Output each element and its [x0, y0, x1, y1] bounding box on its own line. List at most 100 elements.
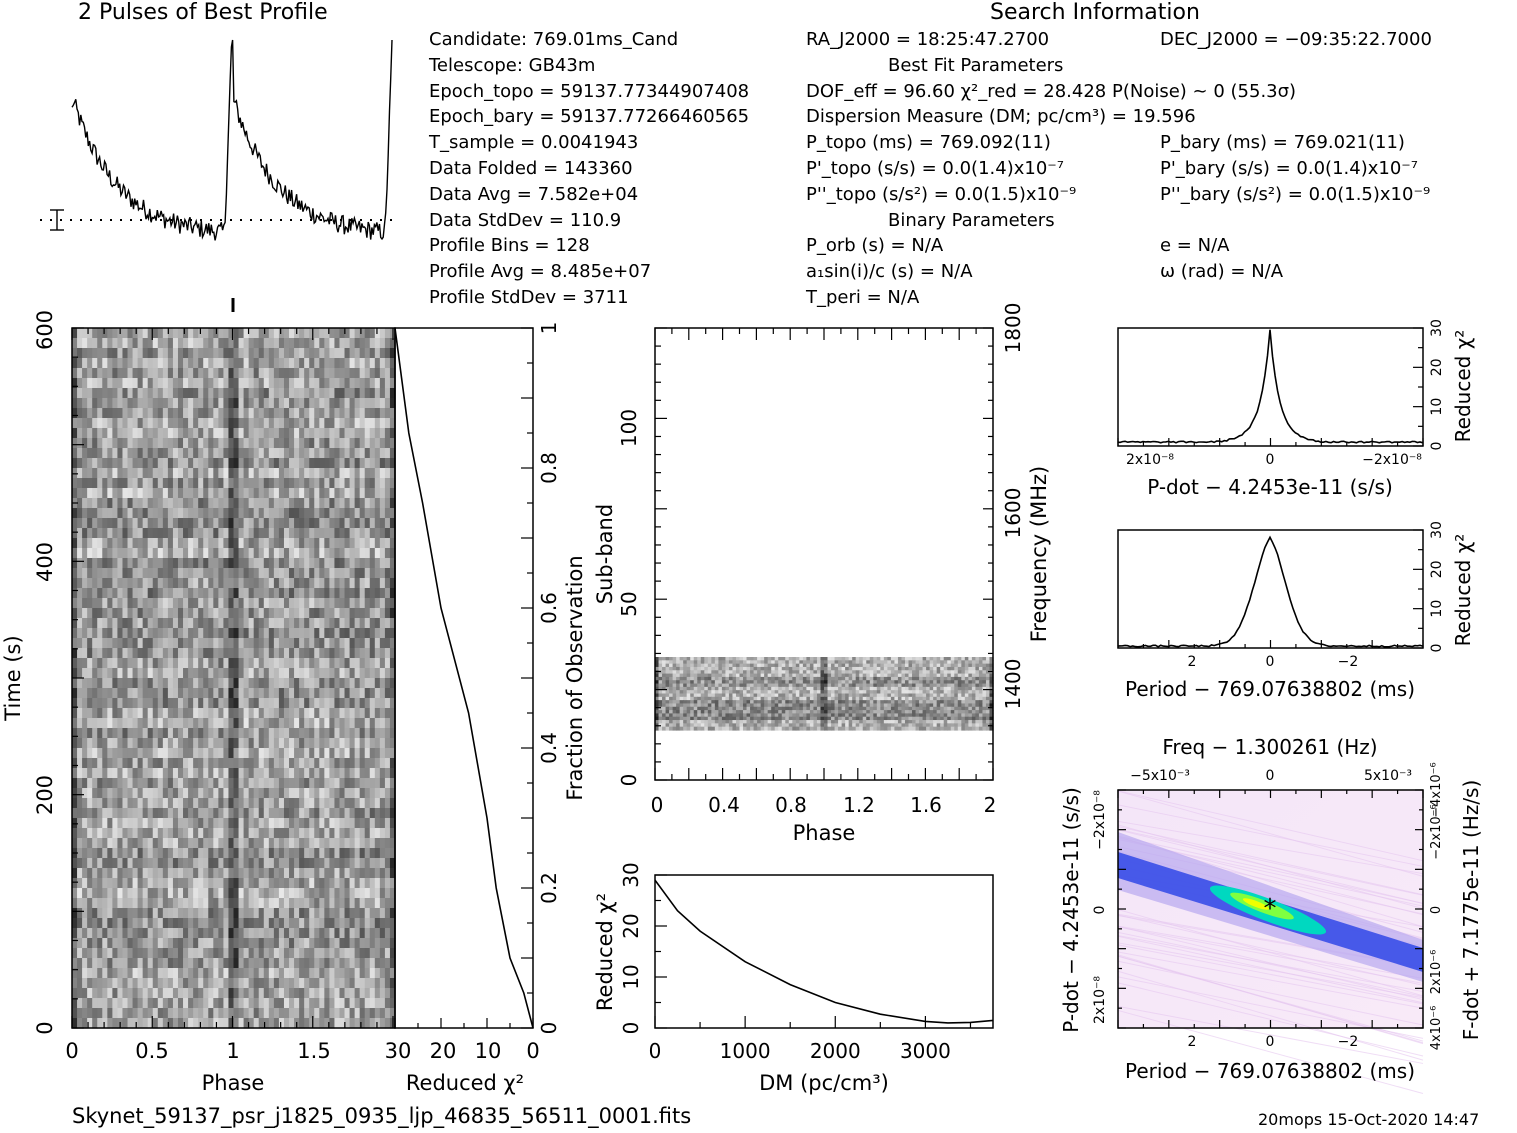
y-tick-label: 1 — [537, 322, 561, 335]
time-phase-cell — [142, 738, 149, 749]
time-phase-cell — [183, 858, 189, 869]
subband-cell — [841, 660, 846, 665]
time-phase-cell — [188, 798, 194, 809]
time-phase-cell — [268, 398, 275, 409]
time-phase-cell — [374, 378, 381, 389]
time-phase-cell — [289, 978, 295, 989]
time-phase-cell — [188, 398, 194, 409]
time-phase-cell — [152, 888, 159, 899]
time-phase-cell — [142, 468, 149, 479]
time-phase-cell — [299, 938, 305, 949]
time-phase-cell — [167, 398, 174, 409]
time-phase-cell — [324, 488, 330, 499]
time-phase-cell — [77, 568, 83, 579]
time-phase-cell — [117, 678, 124, 689]
time-phase-cell — [117, 938, 124, 949]
time-phase-cell — [319, 888, 325, 899]
time-phase-cell — [334, 798, 341, 809]
time-phase-cell — [77, 658, 83, 669]
time-phase-cell — [137, 458, 144, 469]
time-phase-cell — [112, 438, 119, 449]
time-phase-cell — [379, 818, 386, 829]
time-phase-cell — [183, 378, 189, 389]
time-phase-cell — [203, 998, 209, 1009]
time-phase-cell — [369, 628, 376, 639]
time-phase-cell — [213, 808, 219, 819]
time-phase-cell — [369, 848, 376, 859]
time-phase-cell — [283, 548, 290, 559]
subband-cell — [954, 660, 959, 665]
time-phase-cell — [329, 988, 336, 999]
time-phase-cell — [152, 778, 159, 789]
time-phase-cell — [384, 438, 391, 449]
time-phase-cell — [203, 758, 209, 769]
time-phase-cell — [117, 388, 124, 399]
time-phase-cell — [218, 328, 225, 339]
time-phase-cell — [268, 488, 275, 499]
time-phase-cell — [147, 888, 154, 899]
time-phase-cell — [228, 368, 235, 379]
time-phase-cell — [233, 718, 240, 729]
time-phase-cell — [263, 498, 270, 509]
subband-cell — [746, 657, 751, 661]
time-phase-cell — [324, 378, 330, 389]
time-phase-cell — [183, 898, 189, 909]
time-phase-cell — [183, 498, 189, 509]
time-phase-cell — [208, 478, 214, 489]
time-phase-cell — [82, 958, 88, 969]
time-phase-cell — [299, 708, 305, 719]
time-phase-cell — [122, 528, 129, 539]
time-phase-cell — [203, 708, 209, 719]
time-phase-cell — [107, 768, 113, 779]
time-phase-cell — [289, 808, 295, 819]
time-phase-cell — [233, 838, 240, 849]
time-phase-cell — [238, 728, 245, 739]
time-phase-cell — [263, 398, 270, 409]
time-phase-cell — [72, 888, 78, 899]
time-phase-cell — [203, 908, 209, 919]
time-phase-cell — [253, 498, 260, 509]
time-phase-cell — [188, 358, 194, 369]
subband-cell — [947, 660, 952, 665]
time-phase-cell — [384, 358, 391, 369]
time-phase-cell — [334, 708, 341, 719]
time-phase-cell — [309, 768, 315, 779]
time-phase-cell — [107, 488, 113, 499]
info-line: Epoch_topo = 59137.77344907408 — [429, 80, 750, 102]
subband-cell — [820, 666, 825, 671]
subband-cell — [732, 663, 737, 668]
time-phase-cell — [223, 578, 230, 589]
time-phase-cell — [228, 468, 235, 479]
time-phase-cell — [218, 918, 225, 929]
time-phase-cell — [107, 648, 113, 659]
time-phase-cell — [278, 998, 285, 1009]
time-phase-cell — [208, 798, 214, 809]
time-phase-cell — [102, 628, 108, 639]
time-phase-cell — [349, 938, 356, 949]
time-phase-cell — [309, 368, 315, 379]
time-phase-cell — [137, 958, 144, 969]
subband-cell — [662, 660, 667, 665]
time-phase-cell — [289, 448, 295, 459]
time-phase-cell — [203, 838, 209, 849]
subband-cell — [802, 657, 807, 661]
time-phase-cell — [369, 418, 376, 429]
time-phase-cell — [289, 768, 295, 779]
time-phase-cell — [278, 708, 285, 719]
time-phase-cell — [349, 478, 356, 489]
time-phase-cell — [142, 668, 149, 679]
time-phase-cell — [339, 438, 346, 449]
time-phase-cell — [304, 338, 310, 349]
subband-cell — [901, 660, 906, 665]
time-phase-cell — [238, 708, 245, 719]
time-phase-cell — [389, 678, 396, 689]
time-phase-cell — [92, 908, 98, 919]
time-phase-cell — [177, 588, 184, 599]
time-phase-cell — [309, 738, 315, 749]
time-phase-cell — [127, 978, 134, 989]
time-phase-cell — [117, 788, 124, 799]
time-phase-cell — [218, 598, 225, 609]
time-phase-cell — [122, 478, 129, 489]
time-phase-cell — [384, 458, 391, 469]
time-phase-cell — [334, 628, 341, 639]
